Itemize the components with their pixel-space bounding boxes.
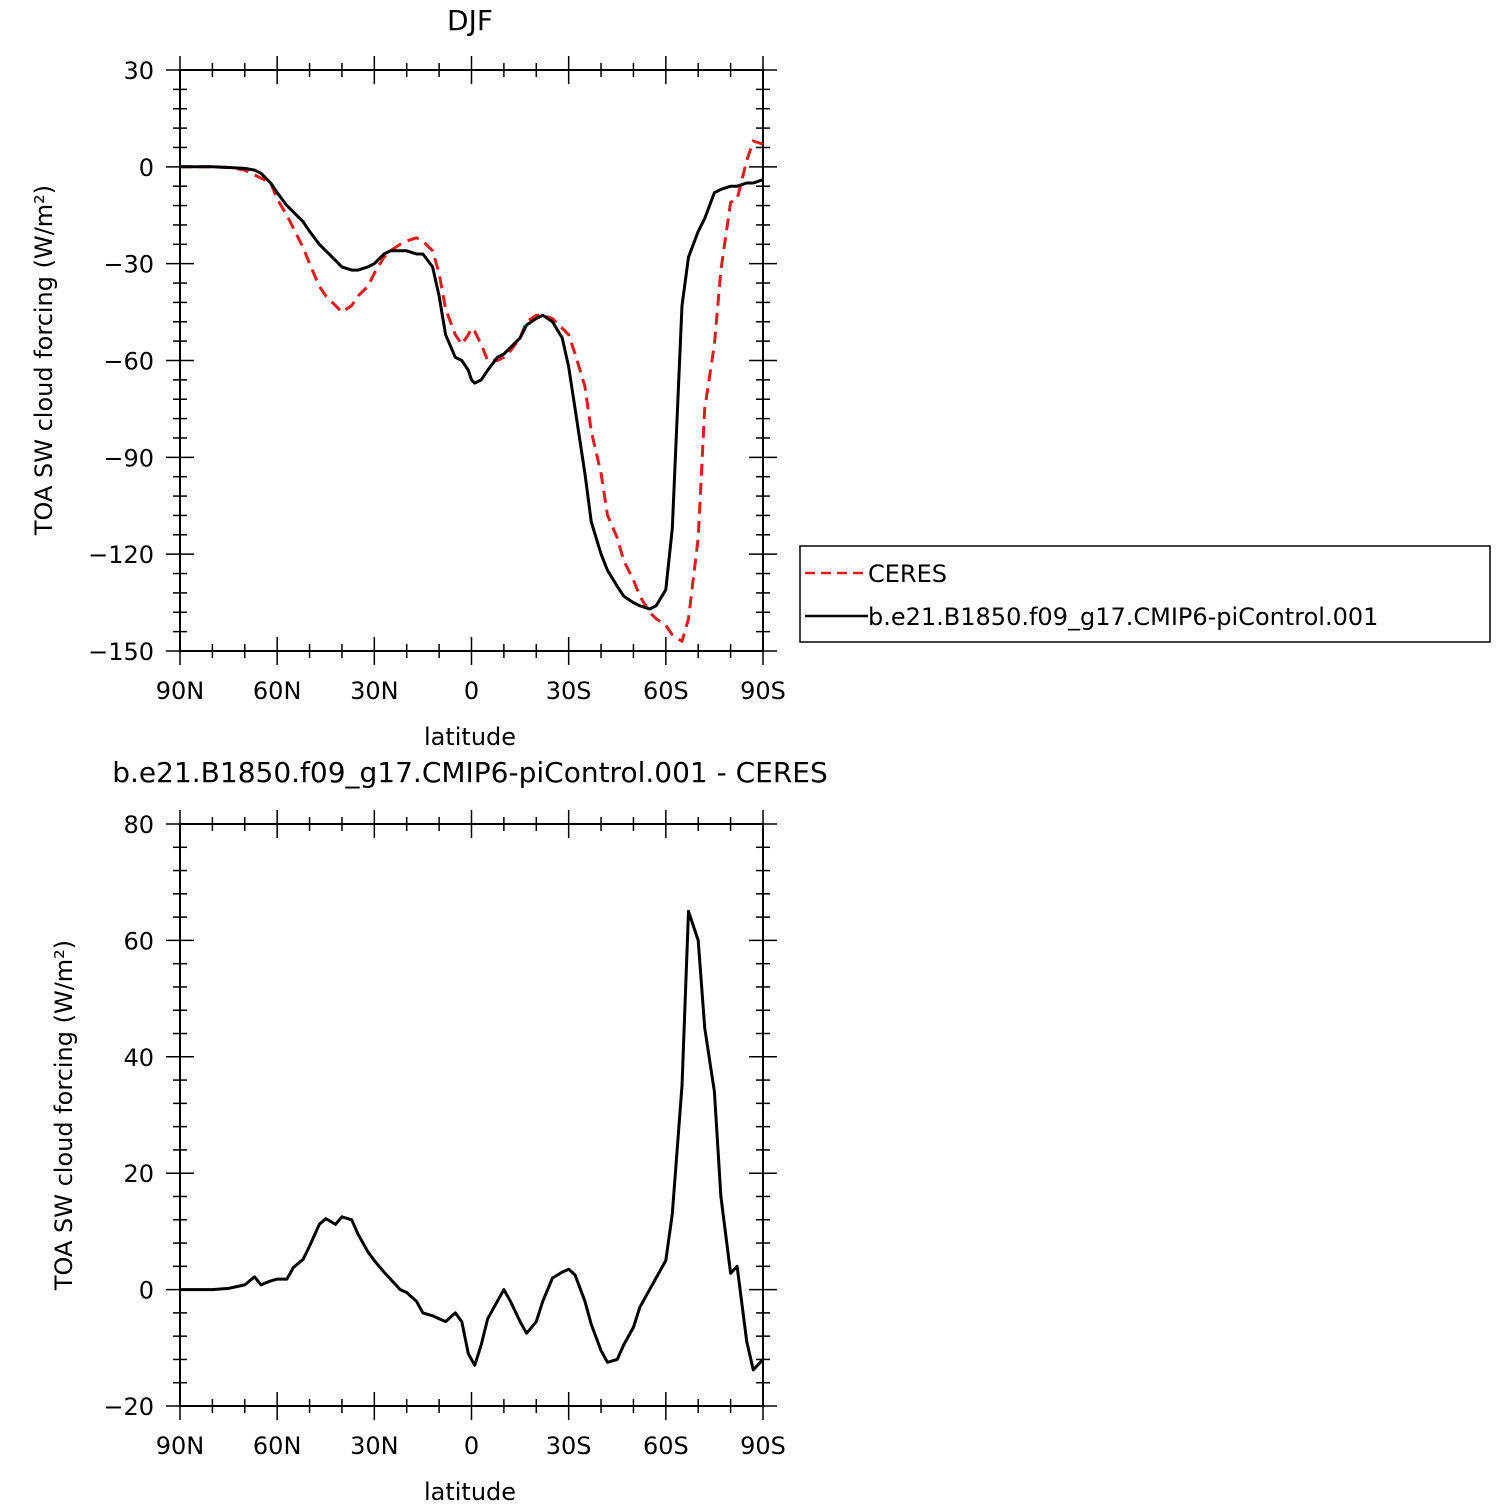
- x-tick-label: 60N: [253, 677, 302, 705]
- top-panel-xlabel: latitude: [424, 723, 516, 751]
- y-tick-label: 60: [123, 927, 154, 955]
- x-tick-label: 90S: [740, 1432, 786, 1460]
- legend-label-model: b.e21.B1850.f09_g17.CMIP6-piControl.001: [868, 603, 1378, 631]
- x-tick-label: 60S: [643, 1432, 689, 1460]
- x-tick-label: 60N: [253, 1432, 302, 1460]
- y-tick-label: −150: [88, 638, 154, 666]
- x-tick-label: 30N: [350, 677, 399, 705]
- legend: CERES b.e21.B1850.f09_g17.CMIP6-piContro…: [799, 545, 1491, 643]
- legend-box: [799, 545, 1491, 643]
- y-tick-label: 30: [123, 57, 154, 85]
- series-line-b: [180, 165, 764, 611]
- series-line-ceres: [180, 139, 764, 643]
- x-tick-label: 30S: [546, 677, 592, 705]
- plot-frame: [179, 823, 764, 1407]
- y-tick-label: −60: [103, 348, 154, 376]
- x-tick-label: 60S: [643, 677, 689, 705]
- y-tick-label: 0: [139, 154, 154, 182]
- y-tick-label: 40: [123, 1044, 154, 1072]
- y-tick-label: −20: [103, 1393, 154, 1421]
- y-tick-label: −30: [103, 251, 154, 279]
- y-tick-label: 20: [123, 1160, 154, 1188]
- x-tick-label: 90N: [156, 677, 205, 705]
- bottom-panel: b.e21.B1850.f09_g17.CMIP6-piControl.001 …: [50, 756, 828, 1506]
- x-tick-label: 30N: [350, 1432, 399, 1460]
- x-tick-label: 90S: [740, 677, 786, 705]
- legend-label-ceres: CERES: [868, 560, 947, 588]
- top-panel-ylabel: TOA SW cloud forcing (W/m²): [30, 185, 58, 536]
- bottom-panel-xlabel: latitude: [424, 1478, 516, 1506]
- x-tick-label: 90N: [156, 1432, 205, 1460]
- bottom-panel-title: b.e21.B1850.f09_g17.CMIP6-piControl.001 …: [112, 756, 828, 789]
- x-tick-label: 30S: [546, 1432, 592, 1460]
- y-tick-label: 80: [123, 811, 154, 839]
- x-tick-label: 0: [464, 1432, 479, 1460]
- plot-frame: [179, 69, 764, 652]
- series-line-difference: [180, 909, 765, 1372]
- y-tick-label: −90: [103, 444, 154, 472]
- top-panel-title: DJF: [447, 4, 493, 37]
- y-tick-label: −120: [88, 541, 154, 569]
- x-tick-label: 0: [464, 677, 479, 705]
- bottom-panel-ylabel: TOA SW cloud forcing (W/m²): [50, 940, 78, 1291]
- y-tick-label: 0: [139, 1277, 154, 1305]
